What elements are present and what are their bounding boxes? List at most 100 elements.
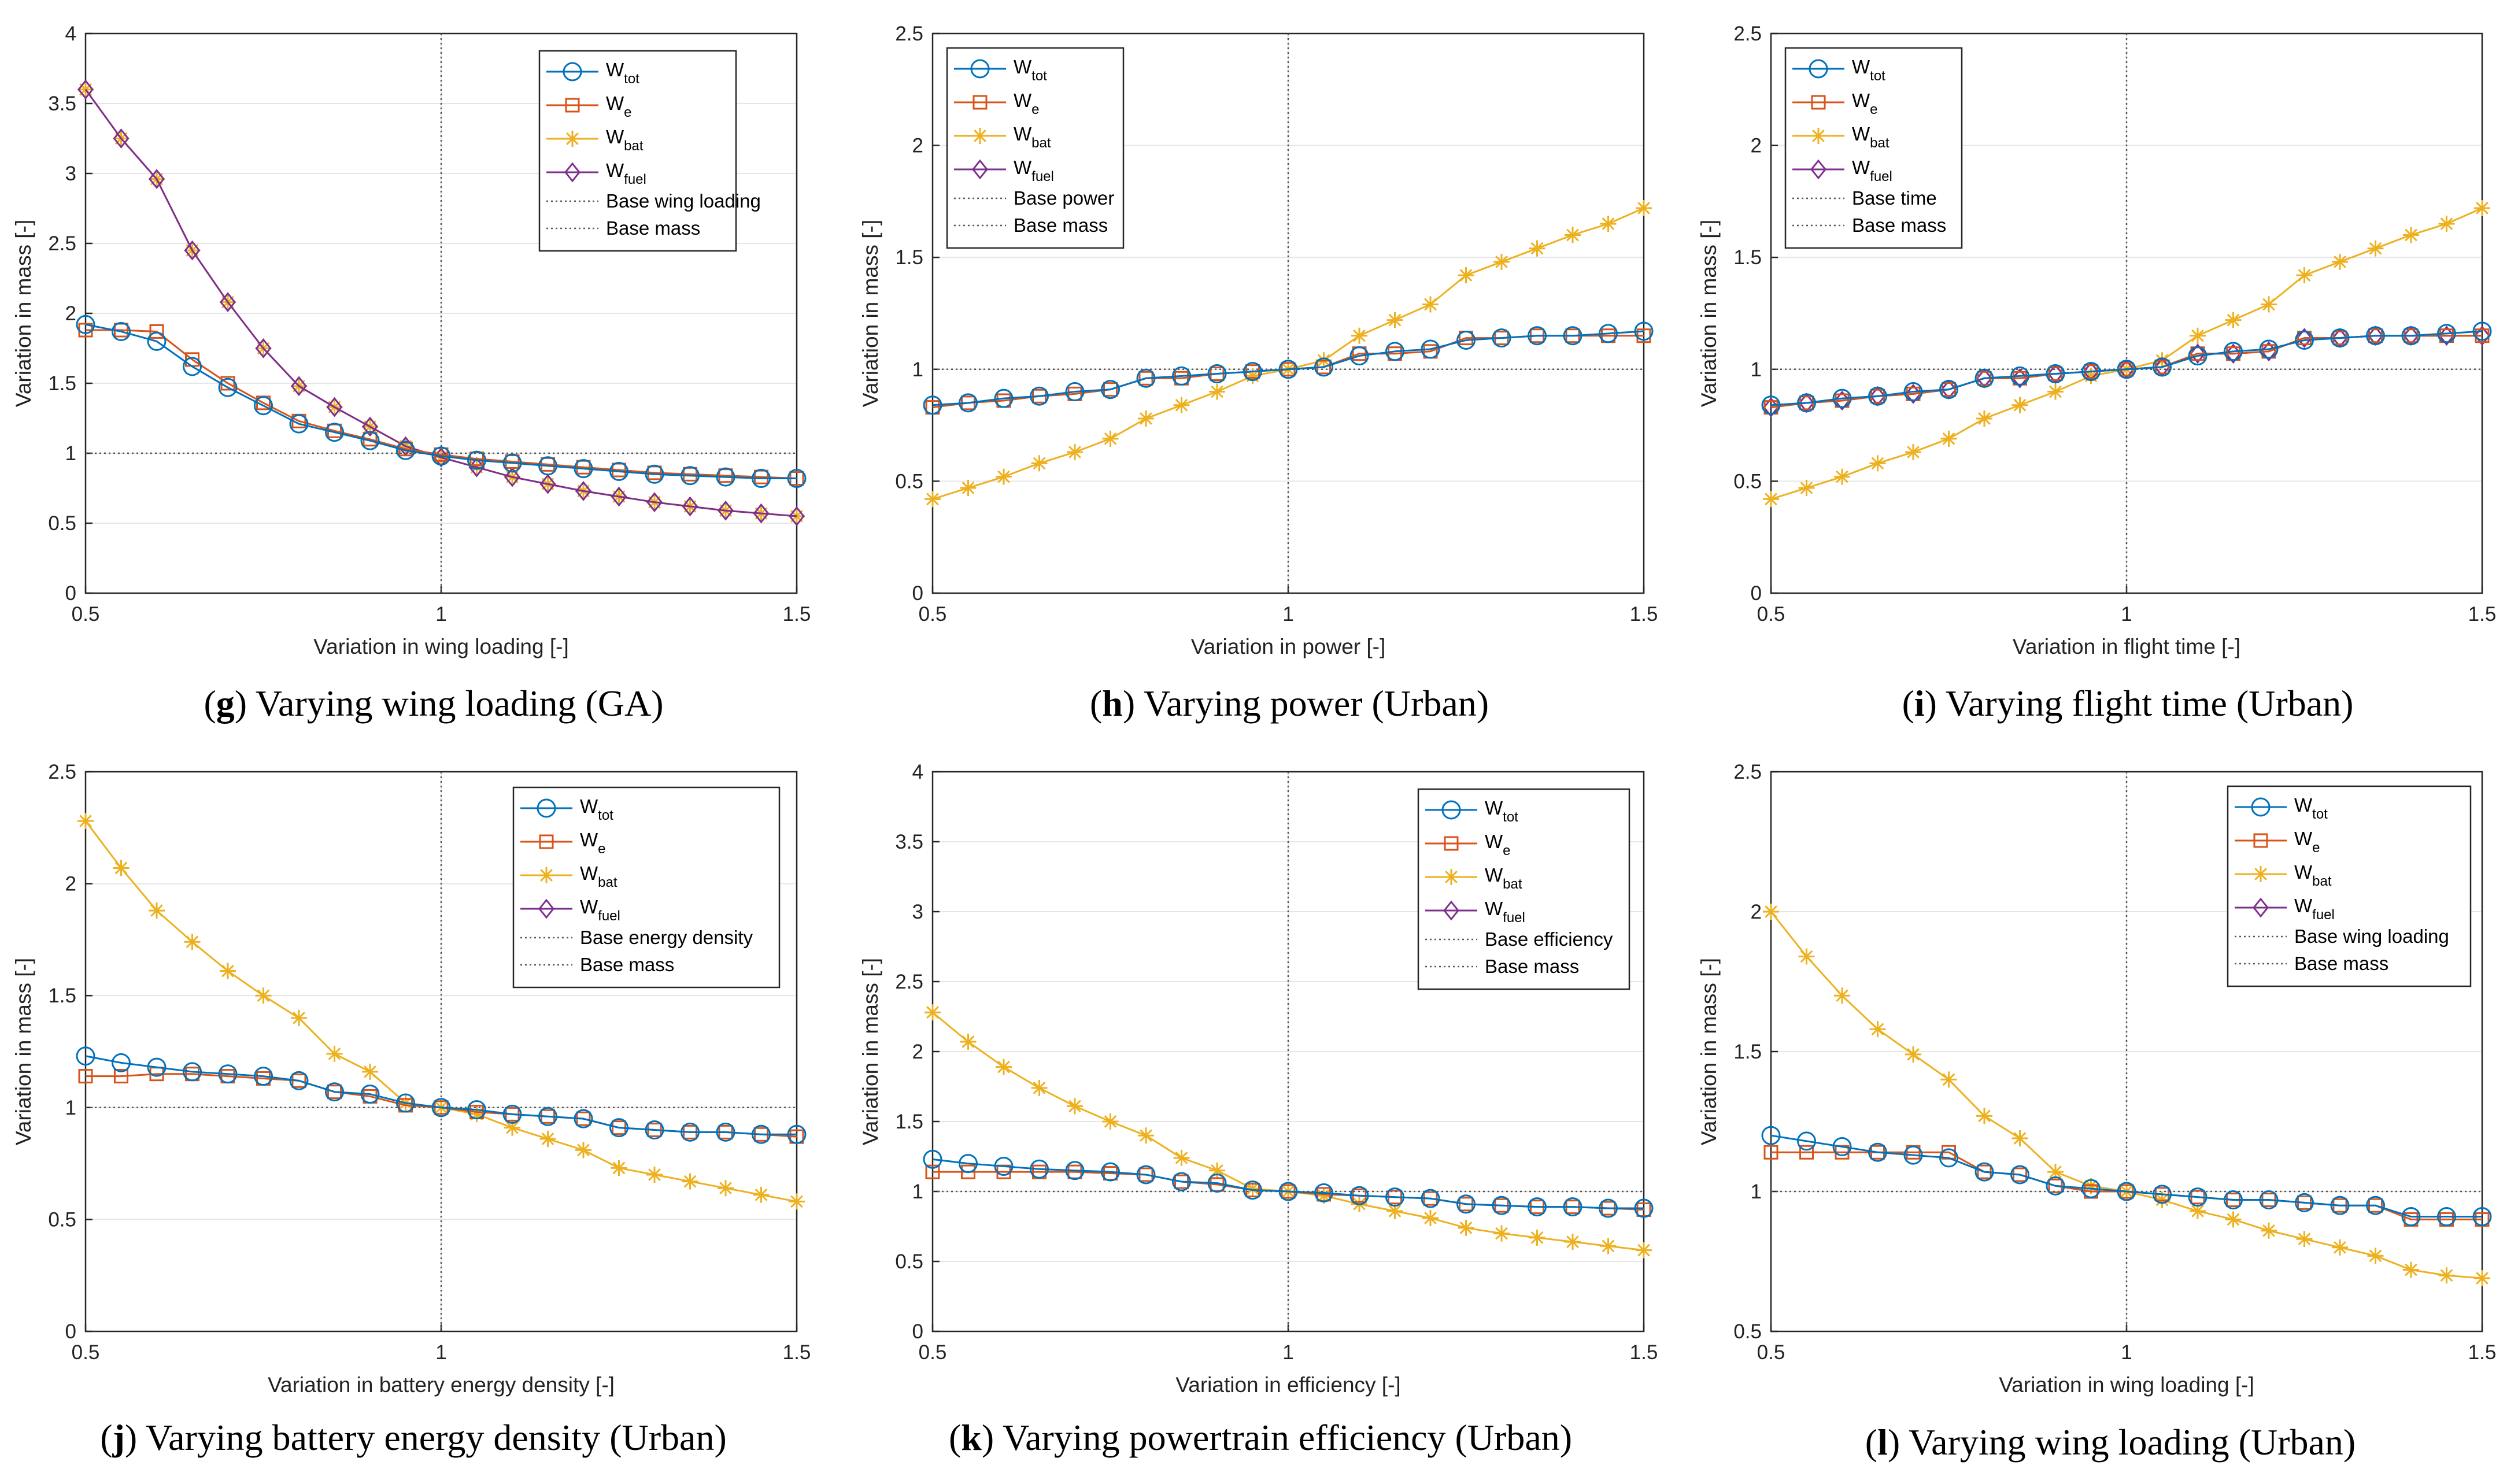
- legend-label-e: We: [606, 92, 632, 120]
- data-point-bat: [1565, 1234, 1581, 1250]
- y-tick-label: 2.5: [895, 23, 923, 45]
- data-point-e: [114, 1069, 128, 1084]
- legend-entry-vref: Base wing loading: [2235, 926, 2449, 947]
- data-point-e: [754, 469, 768, 484]
- data-point-tot: [396, 1093, 415, 1113]
- data-point-fuel: [77, 79, 94, 100]
- legend-label-href: Base mass: [1014, 214, 1108, 236]
- data-point-tot: [396, 441, 415, 460]
- data-point-tot: [1101, 380, 1120, 399]
- legend-marker-e: [1444, 836, 1459, 851]
- data-point-bat: [2438, 216, 2455, 232]
- data-point-tot: [1974, 368, 1994, 388]
- data-point-bat: [1031, 455, 1048, 472]
- legend-marker-fuel: [1810, 159, 1826, 180]
- data-point-bat: [1422, 296, 1439, 313]
- series-line-e: [86, 329, 797, 480]
- data-point-bat: [2011, 1130, 2028, 1147]
- x-axis-label: Variation in wing loading [-]: [313, 635, 569, 658]
- data-point-e: [149, 324, 164, 339]
- y-tick-label: 2.5: [895, 971, 923, 993]
- data-point-bat: [1565, 227, 1581, 243]
- data-point-bat: [291, 1009, 307, 1026]
- series-line-tot: [85, 323, 797, 480]
- y-tick-label: 2: [912, 1041, 923, 1063]
- data-point-bat: [77, 813, 94, 830]
- legend-entry-tot: Wtot: [1792, 56, 1885, 84]
- legend-entry-href: Base mass: [1792, 214, 1946, 236]
- data-point-tot: [1314, 357, 1333, 377]
- data-point-tot: [1421, 339, 1440, 359]
- y-axis-label: Variation in mass [-]: [859, 220, 882, 407]
- y-tick-label: 1.5: [48, 985, 76, 1007]
- series-tot: [1761, 1126, 2492, 1227]
- y-tick-label: 2: [65, 873, 76, 895]
- data-point-fuel: [611, 486, 627, 507]
- legend-entry-fuel: Wfuel: [954, 157, 1054, 184]
- legend-label-e: We: [580, 829, 606, 857]
- data-point-tot: [1243, 1180, 1262, 1200]
- data-point-e: [612, 462, 626, 478]
- x-tick-label: 1: [2121, 1341, 2132, 1364]
- data-point-tot: [609, 461, 628, 481]
- legend: Wtot We Wbat Wfuel Base time Base mass: [1784, 47, 1963, 249]
- legend: Wtot We Wbat Wfuel Base wing loading Base mas…: [2227, 785, 2472, 987]
- data-point-bat: [2296, 267, 2313, 284]
- data-point-bat: [1834, 468, 1850, 485]
- series-line-tot: [932, 1158, 1644, 1209]
- caption-paren: ): [124, 1417, 146, 1458]
- data-point-bat: [960, 1034, 977, 1050]
- y-tick-label: 0.5: [1733, 1320, 1762, 1343]
- data-point-tot: [2401, 326, 2421, 346]
- data-point-bat: [1798, 480, 1815, 497]
- y-axis-label: Variation in mass [-]: [12, 958, 35, 1145]
- data-point-tot: [2437, 324, 2456, 343]
- data-point-tot: [2330, 328, 2350, 348]
- legend-marker-bat: [1443, 869, 1459, 885]
- legend-box: [946, 47, 1125, 249]
- legend-label-e: We: [1014, 90, 1040, 117]
- caption-g: (g) Varying wing loading (GA): [116, 682, 752, 725]
- data-point-e: [576, 460, 591, 475]
- data-point-tot: [76, 314, 95, 334]
- caption-paren: ): [1887, 1422, 1909, 1463]
- x-tick-label: 1.5: [1630, 1341, 1658, 1364]
- data-point-tot: [112, 1053, 131, 1072]
- legend-box: [1784, 47, 1963, 249]
- data-point-tot: [2295, 330, 2314, 350]
- legend-entry-href: Base mass: [546, 217, 700, 239]
- legend-marker-tot: [970, 59, 990, 79]
- x-tick-label: 0.5: [72, 1341, 100, 1364]
- data-point-tot: [1065, 382, 1085, 402]
- data-point-bat: [2296, 1231, 2313, 1248]
- data-point-bat: [468, 1106, 485, 1123]
- legend-entry-href: Base mass: [954, 214, 1108, 236]
- legend-label-href: Base mass: [580, 954, 674, 975]
- data-point-bat: [682, 1173, 698, 1190]
- data-point-bat: [1067, 444, 1083, 461]
- data-point-tot: [502, 1104, 522, 1124]
- data-point-bat: [2332, 1239, 2348, 1256]
- legend-label-tot: Wtot: [1014, 56, 1047, 84]
- data-point-tot: [645, 464, 664, 484]
- data-point-bat: [1315, 1187, 1332, 1204]
- x-tick-label: 1: [2121, 603, 2132, 626]
- data-point-bat: [2011, 397, 2028, 413]
- data-point-tot: [1868, 1142, 1887, 1162]
- data-point-bat: [1600, 1238, 1617, 1254]
- y-tick-label: 1: [912, 1180, 923, 1203]
- y-tick-label: 2.5: [1733, 761, 1762, 783]
- legend-label-bat: Wbat: [580, 863, 617, 890]
- y-tick-label: 1.5: [895, 1111, 923, 1133]
- data-point-tot: [2081, 1179, 2101, 1198]
- data-point-tot: [1563, 326, 1582, 346]
- data-point-bat: [1834, 987, 1850, 1004]
- legend-entry-bat: Wbat: [546, 126, 644, 154]
- data-point-bat: [1138, 1127, 1154, 1144]
- series-tot: [923, 321, 1654, 415]
- data-point-tot: [2153, 1185, 2172, 1204]
